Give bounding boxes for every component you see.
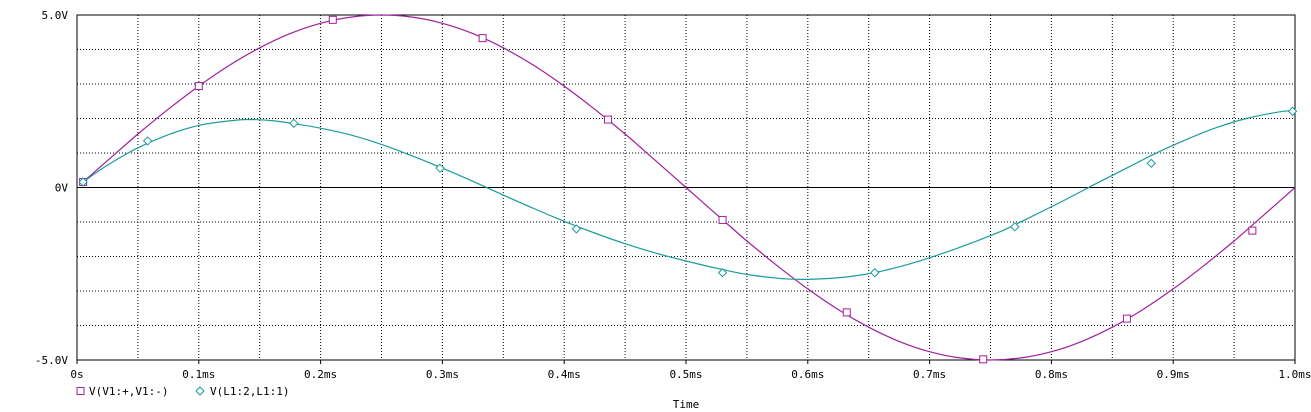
x-tick-label: 0.2ms — [304, 368, 337, 381]
y-tick-label: -5.0V — [35, 354, 68, 367]
series-1-square-marker — [478, 34, 487, 43]
series-2-diamond-marker — [717, 268, 728, 278]
series-2-diamond-marker — [142, 136, 153, 146]
series-1-square-marker — [718, 215, 727, 224]
legend-series-1-label: V(V1:+,V1:-) — [89, 385, 168, 398]
series-1-square-marker — [1122, 314, 1131, 323]
x-tick-label: 0.3ms — [426, 368, 459, 381]
x-tick-label: 1.0ms — [1278, 368, 1311, 381]
series-1-square-marker — [194, 82, 203, 91]
x-tick-label: 0.5ms — [669, 368, 702, 381]
y-tick-label: 0V — [55, 182, 69, 195]
legend-series-2-label: V(L1:2,L1:1) — [210, 385, 289, 398]
legend-diamond-marker — [195, 386, 205, 396]
x-tick-label: 0.9ms — [1157, 368, 1190, 381]
series-1-square-marker — [1248, 226, 1257, 235]
series-group — [78, 14, 1298, 364]
series-1-square-marker — [604, 115, 613, 124]
x-tick-label: 0.8ms — [1035, 368, 1068, 381]
x-tick-label: 0.4ms — [548, 368, 581, 381]
y-tick-label: 5.0V — [42, 9, 69, 22]
series-2-diamond-marker — [1146, 158, 1156, 169]
x-tick-label: 0.1ms — [182, 368, 215, 381]
series-2-diamond-marker — [78, 177, 88, 187]
series-1-square-marker — [328, 15, 337, 24]
grid — [77, 15, 1295, 360]
x-tick-label: 0.7ms — [913, 368, 946, 381]
series-2-diamond-marker — [870, 268, 880, 278]
y-axis-ticks: 5.0V 0V -5.0V — [35, 9, 68, 367]
series-1-square-marker — [979, 355, 988, 364]
x-tick-label: 0s — [70, 368, 83, 381]
series-2-diamond-marker — [571, 224, 582, 234]
x-axis-label: Time — [673, 398, 700, 411]
x-tick-label: 0.6ms — [791, 368, 824, 381]
series-2-diamond-marker — [1010, 222, 1020, 232]
series-line-1 — [82, 14, 1296, 361]
series-2-diamond-marker — [1287, 106, 1298, 116]
legend: V(V1:+,V1:-) V(L1:2,L1:1) — [76, 385, 289, 398]
series-1-square-marker — [842, 308, 851, 317]
x-axis-ticks: 0s 0.1ms 0.2ms 0.3ms 0.4ms 0.5ms 0.6ms 0.7ms 0.8… — [70, 360, 1311, 381]
series-line-2 — [82, 109, 1296, 280]
series-2-diamond-marker — [435, 163, 445, 173]
legend-square-marker — [76, 387, 85, 395]
series-2-diamond-marker — [289, 118, 299, 129]
